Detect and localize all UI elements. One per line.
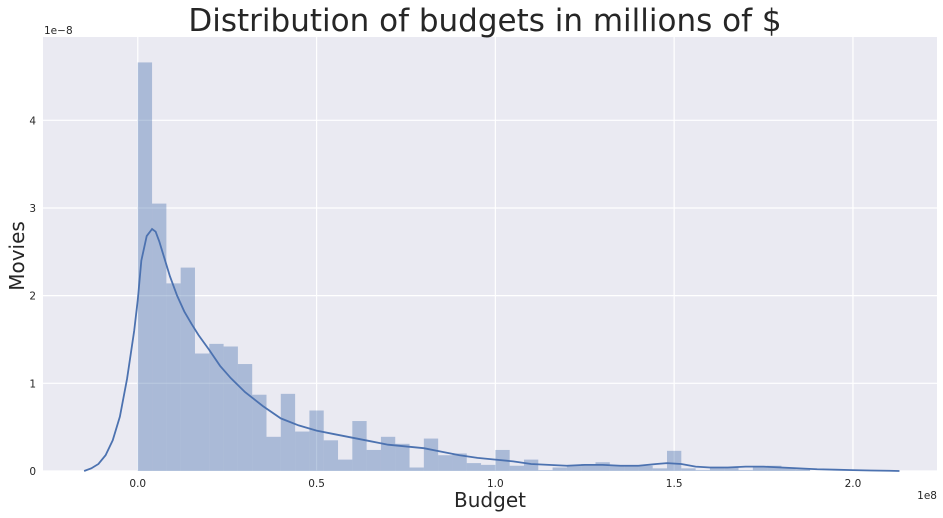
histogram-bar: [738, 470, 753, 471]
x-axis-ticks: 0.0 0.5 1.0 1.5 2.0: [129, 478, 861, 490]
x-tick-label: 2.0: [845, 478, 862, 490]
histogram-bar: [595, 462, 610, 471]
histogram-bar: [781, 467, 796, 471]
histogram-bar: [280, 393, 296, 471]
x-axis-label: Budget: [454, 488, 526, 512]
histogram-bar: [295, 431, 310, 471]
y-axis-label: Movies: [5, 221, 29, 291]
x-axis-offset-label: 1e8: [917, 490, 937, 502]
histogram-bar: [466, 463, 482, 471]
y-tick-label: 0: [29, 466, 36, 478]
histogram-bar: [166, 283, 181, 471]
histogram-bar: [509, 465, 524, 471]
histogram-bar: [452, 453, 467, 471]
histogram-bar: [695, 470, 710, 471]
histogram-bar: [180, 267, 195, 471]
histogram-bar: [423, 438, 439, 471]
histogram-bar: [795, 469, 811, 471]
histogram-bar: [395, 443, 410, 471]
y-tick-label: 2: [29, 291, 36, 303]
histogram-bar: [309, 410, 324, 471]
histogram-bar: [352, 421, 367, 471]
histogram-bar: [194, 353, 210, 471]
histogram-bar: [438, 455, 453, 471]
histogram-bar: [266, 436, 281, 471]
histogram-bar: [380, 436, 396, 471]
histogram-bar: [209, 343, 224, 471]
histogram-bars: [137, 62, 811, 471]
y-tick-label: 1: [29, 378, 36, 390]
histogram-bar: [137, 62, 153, 471]
histogram-bar: [523, 459, 539, 471]
y-tick-label: 3: [29, 203, 36, 215]
histogram-bar: [481, 464, 496, 471]
histogram-bar: [366, 449, 381, 471]
histogram-bar: [652, 468, 668, 471]
histogram-bar: [223, 346, 238, 471]
grid-lines: [43, 37, 937, 472]
histogram-bar: [323, 440, 339, 471]
kde-line: [83, 227, 900, 472]
histogram-bar: [552, 467, 567, 471]
histogram-bar: [152, 203, 167, 471]
histogram-bar: [681, 468, 696, 471]
x-tick-label: 1.0: [487, 478, 504, 490]
x-tick-label: 0.5: [308, 478, 325, 490]
histogram-bar: [667, 450, 682, 471]
histogram-bar: [638, 465, 653, 471]
histogram-bar: [538, 470, 553, 471]
x-tick-label: 0.0: [129, 478, 146, 490]
histogram-bar: [409, 467, 424, 471]
y-tick-label: 4: [29, 115, 36, 127]
histogram-bar: [566, 465, 582, 471]
histogram-bar: [709, 467, 725, 471]
chart-title: Distribution of budgets in millions of $: [188, 3, 781, 39]
y-axis-ticks: 0 1 2 3 4: [29, 115, 36, 478]
y-axis-offset-label: 1e−8: [44, 25, 73, 37]
histogram-bar: [581, 463, 596, 471]
x-tick-label: 1.5: [666, 478, 683, 490]
histogram-bar: [609, 465, 625, 471]
histogram-bar: [767, 465, 782, 471]
histogram-bar: [252, 394, 267, 471]
histogram-bar: [624, 465, 639, 471]
histogram-bar: [338, 459, 353, 471]
plot-area: [43, 37, 937, 471]
histogram-bar: [752, 466, 768, 471]
histogram-bar: [237, 364, 253, 471]
histogram-bar: [724, 467, 739, 471]
